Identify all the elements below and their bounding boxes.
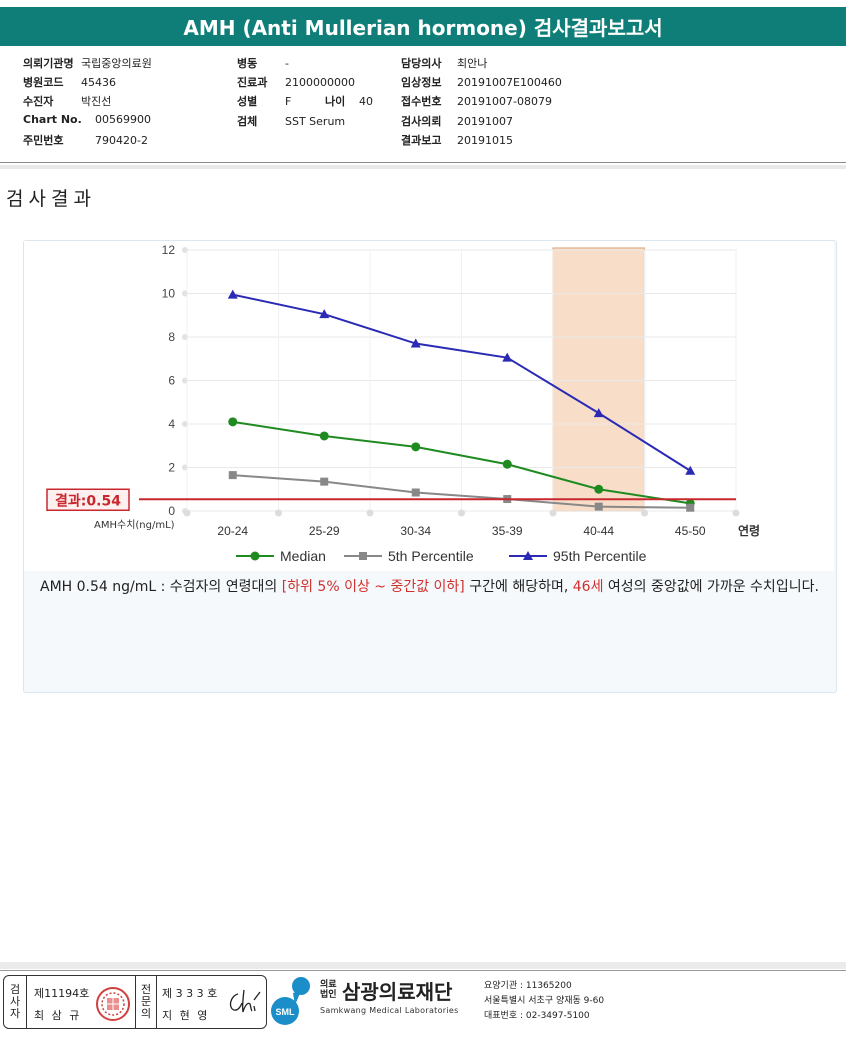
series-point-2 <box>593 408 604 418</box>
report-title: AMH (Anti Mullerian hormone) 검사결과보고서 <box>0 7 846 46</box>
chart-area: 0 2 4 6 8 10 12 20-24 25-29 30-34 35-39 40-44 45-50 연… <box>24 241 834 571</box>
inspector-name: 최 삼 규 <box>34 1009 82 1022</box>
series-line-1 <box>232 474 691 509</box>
y-tick-label: 12 <box>162 243 176 257</box>
description-range: [하위 5% 이상 ~ 중간값 이하] <box>281 579 465 595</box>
info-row-resident-no: 주민번호 790420-2 <box>23 134 148 147</box>
x-tick-label: 35-39 <box>492 524 523 538</box>
x-tick-label: 45-50 <box>675 524 706 538</box>
x-tick-dot <box>275 509 282 517</box>
legend-label-1: 5th Percentile <box>388 548 474 564</box>
contact-line: 대표번호 : 02-3497-5100 <box>484 1011 590 1021</box>
legend-marker-1 <box>359 552 367 560</box>
info-row-requester: 의뢰기관명 국립중앙의료원 <box>23 57 152 70</box>
series-point-0 <box>228 417 238 427</box>
info-row-patient: 수진자 박진선 <box>23 95 112 108</box>
info-row-receipt-no: 접수번호 20191007-08079 <box>401 95 552 108</box>
info-row-ward: 병동 - <box>237 57 289 70</box>
org-name: 삼광의료재단 <box>342 980 453 1004</box>
y-axis-label: AMH수치(ng/mL) <box>94 519 175 531</box>
description-part3: 여성의 중앙값에 가까운 수치입니다. <box>603 579 819 595</box>
amh-line-chart: 0 2 4 6 8 10 12 20-24 25-29 30-34 35-39 40-44 45-50 연… <box>46 243 760 564</box>
org-name-en: Samkwang Medical Laboratories <box>320 1006 459 1015</box>
series-point-0 <box>502 459 512 469</box>
info-row-request-date: 검사의뢰 20191007 <box>401 115 513 128</box>
result-description: AMH 0.54 ng/mL : 수검자의 연령대의 [하위 5% 이상 ~ 중… <box>40 576 830 598</box>
y-tick-label: 6 <box>168 374 175 388</box>
series-line-0 <box>232 420 691 505</box>
x-tick-dot <box>366 509 374 517</box>
org-prefix: 의료 법인 <box>320 980 337 1000</box>
legend-marker-2 <box>523 551 533 560</box>
x-tick-label: 40-44 <box>583 524 614 538</box>
description-age: 46세 <box>572 579 604 595</box>
series-line-2 <box>232 293 691 472</box>
series-point-0 <box>594 484 604 494</box>
contact-info: 요양기관 : 11365200 서울특별시 서초구 양재동 9-60 대표번호 … <box>484 979 604 1024</box>
series-point-0 <box>319 431 329 441</box>
divider-band <box>0 165 846 169</box>
description-part2: 구간에 해당하며, <box>464 579 573 595</box>
series-point-1 <box>320 477 329 486</box>
section-title: 검사결과 <box>6 188 96 210</box>
legend-label-2: 95th Percentile <box>553 548 647 564</box>
series-point-2 <box>410 338 421 348</box>
x-tick-dot <box>641 509 648 517</box>
info-row-sex: 성별 F 나이 40 <box>237 95 373 108</box>
x-tick-label: 30-34 <box>400 524 431 538</box>
series-point-2 <box>319 309 330 319</box>
series-point-2 <box>227 289 238 299</box>
highlight-band <box>552 247 646 512</box>
x-tick-dot <box>183 509 191 517</box>
legend-label-0: Median <box>280 548 326 564</box>
description-part1: AMH 0.54 ng/mL : 수검자의 연령대의 <box>40 579 282 595</box>
series-point-1 <box>686 503 695 512</box>
series-point-1 <box>411 488 420 497</box>
contact-line: 서울특별시 서초구 양재동 9-60 <box>484 996 605 1006</box>
divider <box>0 162 846 163</box>
info-row-chart-no: Chart No. 00569900 <box>23 113 151 126</box>
seal-stamp <box>96 987 130 1021</box>
y-tick-label: 4 <box>168 417 175 431</box>
result-label: 결과:0.54 <box>55 492 121 509</box>
info-row-specimen: 검체 SST Serum <box>237 115 346 128</box>
footer-divider <box>0 970 846 971</box>
x-tick-dot <box>458 509 465 517</box>
contact-line: 요양기관 : 11365200 <box>484 981 572 991</box>
footer-divider-band <box>0 962 846 969</box>
info-row-clinical-info: 임상정보 20191007E100460 <box>401 76 562 89</box>
specialist-number: 제 3 3 3 호 <box>162 987 218 1000</box>
info-row-report-date: 결과보고 20191015 <box>401 134 513 147</box>
series-point-2 <box>502 352 513 362</box>
specialist-name: 지 현 영 <box>162 1009 210 1022</box>
series-point-1 <box>594 502 603 511</box>
y-tick-label: 8 <box>168 330 175 344</box>
info-row-doctor: 담당의사 최안나 <box>401 57 488 70</box>
inspector-number: 제11194호 <box>34 987 90 1000</box>
y-tick-label: 0 <box>168 504 175 518</box>
series-point-0 <box>411 442 421 452</box>
series-point-2 <box>685 465 696 475</box>
info-row-hospital-code: 병원코드 45436 <box>23 76 116 89</box>
info-row-department: 진료과 2100000000 <box>237 76 355 89</box>
x-tick-label: 20-24 <box>217 524 248 538</box>
result-label-box <box>46 488 130 512</box>
x-axis-label: 연령 <box>738 523 760 538</box>
signature-mark <box>229 989 261 1013</box>
patient-info: 의뢰기관명 국립중앙의료원 병원코드 45436 수진자 박진선 Chart No. 0… <box>0 46 846 162</box>
y-tick-label: 10 <box>162 287 176 301</box>
x-tick-label: 25-29 <box>309 524 340 538</box>
x-tick-dot <box>732 509 740 517</box>
legend-marker-0 <box>250 551 260 561</box>
logo-text: SML <box>276 1007 296 1017</box>
x-tick-dot <box>549 509 557 517</box>
sml-logo-icon: SML <box>271 977 310 1025</box>
y-tick-label: 2 <box>168 461 175 475</box>
series-point-1 <box>228 471 237 480</box>
